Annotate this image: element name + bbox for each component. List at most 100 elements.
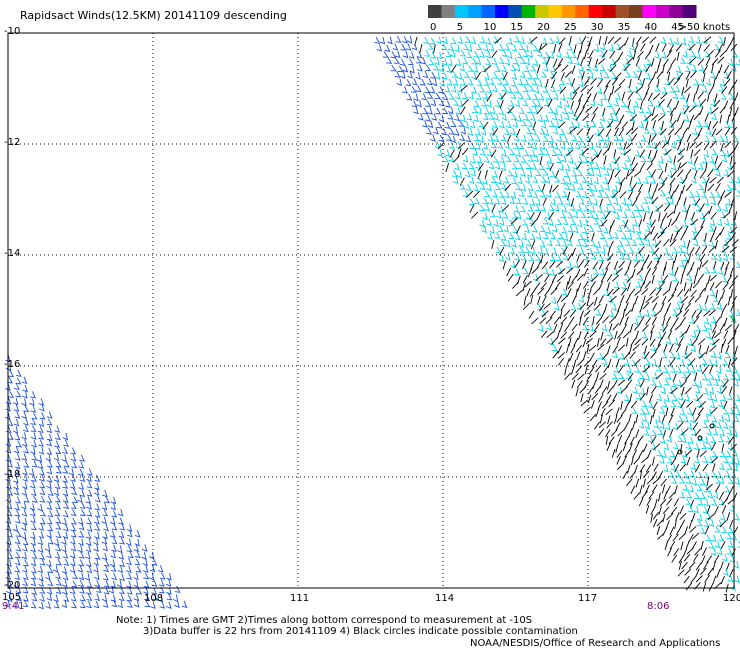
wind-barb: [672, 442, 679, 450]
legend-label: 15: [510, 22, 523, 33]
wind-barb: [61, 454, 67, 463]
wind-barb: [453, 128, 460, 136]
wind-barb: [495, 246, 502, 254]
wind-barb: [607, 415, 611, 425]
wind-barb: [605, 253, 612, 261]
lon-label: 111: [290, 593, 310, 604]
wind-barb: [601, 386, 608, 395]
wind-barb: [548, 280, 554, 290]
legend-label: 0: [430, 22, 436, 33]
wind-barb: [688, 191, 695, 199]
wind-barb: [666, 98, 672, 108]
wind-barb: [709, 289, 716, 297]
wind-barb: [478, 135, 484, 144]
wind-barb: [596, 225, 603, 233]
wind-barb: [78, 468, 84, 476]
wind-barb: [420, 78, 426, 86]
wind-barb: [717, 56, 725, 64]
wind-barb: [663, 203, 671, 212]
wind-barb: [722, 456, 729, 464]
wind-barb: [677, 289, 684, 297]
wind-barb: [459, 183, 466, 190]
wind-barb: [610, 190, 617, 198]
wind-barb: [714, 43, 720, 51]
wind-barb: [674, 127, 681, 136]
wind-barb: [654, 240, 662, 248]
wind-barb: [578, 247, 585, 256]
legend-label: 45: [671, 22, 684, 33]
wind-barb: [469, 142, 476, 150]
wind-barb: [529, 211, 535, 221]
wind-barb: [622, 455, 627, 465]
wind-barb: [571, 65, 576, 75]
wind-barb: [587, 394, 592, 404]
wind-barb: [535, 134, 541, 143]
wind-barb: [598, 254, 605, 262]
wind-barb: [15, 369, 22, 377]
wind-barb: [698, 64, 705, 72]
wind-barb: [712, 359, 719, 367]
wind-barb: [690, 366, 697, 374]
wind-barb: [61, 537, 67, 545]
wind-barb: [582, 351, 587, 361]
wind-barb: [85, 551, 91, 560]
wind-barb: [527, 169, 533, 178]
wind-barb: [644, 205, 651, 214]
wind-barb: [635, 36, 642, 45]
wind-barb: [575, 387, 579, 397]
wind-barb: [719, 226, 725, 236]
wind-barb: [711, 128, 717, 137]
wind-barb: [517, 92, 524, 100]
wind-barb: [659, 499, 667, 507]
wind-barb: [598, 394, 604, 403]
wind-barb: [609, 316, 617, 324]
wind-barb: [673, 548, 680, 557]
wind-barb: [652, 477, 660, 485]
wind-barb: [677, 246, 684, 253]
wind-barb: [510, 191, 517, 200]
wind-barb: [551, 247, 558, 256]
wind-barb: [611, 156, 618, 164]
wind-barb: [677, 72, 684, 81]
wind-barb: [554, 191, 561, 198]
wind-barb: [670, 387, 678, 394]
wind-barb: [559, 128, 566, 136]
wind-barb: [717, 296, 722, 306]
wind-barb: [607, 295, 614, 304]
wind-barb: [38, 419, 45, 427]
wind-barb: [641, 414, 648, 423]
wind-barb: [589, 205, 596, 214]
wind-barb: [427, 120, 434, 129]
wind-barb: [593, 268, 600, 275]
wind-barb: [668, 77, 675, 86]
wind-barb: [635, 379, 642, 387]
wind-barb: [696, 519, 703, 527]
wind-barb: [654, 343, 661, 352]
wind-barb: [673, 254, 678, 264]
wind-barb: [595, 316, 603, 325]
wind-barb: [561, 239, 568, 248]
wind-barb: [69, 586, 76, 595]
wind-barb: [722, 204, 729, 212]
wind-barb: [705, 295, 709, 305]
wind-barb: [711, 135, 718, 143]
wind-barb: [712, 428, 719, 436]
wind-barb: [444, 149, 450, 157]
wind-barb: [718, 84, 725, 92]
wind-barb: [642, 197, 649, 205]
wind-barb: [39, 558, 46, 566]
wind-barb: [699, 203, 705, 213]
wind-barb: [644, 280, 651, 289]
wind-barb: [479, 204, 486, 211]
wind-barb: [709, 282, 715, 291]
wind-barb: [715, 182, 721, 192]
wind-barb: [711, 456, 719, 464]
wind-barb: [453, 176, 459, 185]
wind-barb: [567, 252, 573, 262]
lon-label: 108: [144, 593, 164, 604]
wind-barb: [529, 198, 536, 207]
wind-barb: [656, 380, 663, 388]
wind-barb: [413, 93, 419, 102]
wind-barb: [702, 65, 708, 74]
wind-barb: [476, 107, 482, 115]
